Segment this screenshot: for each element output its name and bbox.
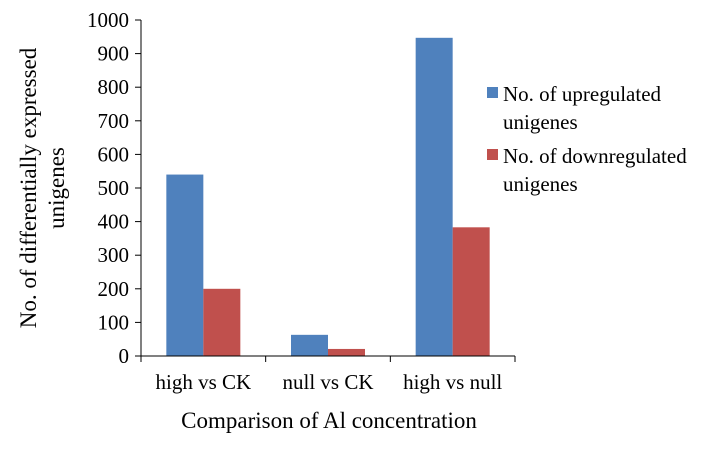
y-tick-label: 1000 <box>87 8 129 32</box>
bars <box>166 37 490 357</box>
y-tick-label: 900 <box>98 42 130 66</box>
y-tick-label: 500 <box>98 176 130 200</box>
legend-swatch-downregulated <box>487 149 498 160</box>
bar-downregulated <box>203 288 241 356</box>
legend: No. of upregulated unigenes No. of downreg… <box>487 82 687 196</box>
bar-upregulated <box>166 174 204 356</box>
legend-label: unigenes <box>503 110 578 134</box>
axes <box>140 20 516 362</box>
x-category-label: high vs CK <box>155 370 251 394</box>
bar-downregulated <box>452 227 490 356</box>
y-axis-title-line-2: unigenes <box>44 147 69 229</box>
legend-swatch-upregulated <box>487 87 498 98</box>
y-tick-label: 200 <box>98 277 130 301</box>
y-axis-title-line-1: No. of differentially expressed <box>16 47 41 328</box>
bar-upregulated <box>291 334 328 356</box>
x-category-label: high vs null <box>403 370 502 394</box>
y-tick-label: 0 <box>119 344 130 368</box>
bar-upregulated <box>415 37 453 357</box>
y-tick-label: 300 <box>98 243 130 267</box>
y-tick-label: 700 <box>98 109 130 133</box>
legend-label: No. of upregulated <box>503 82 662 106</box>
legend-label: unigenes <box>503 172 578 196</box>
x-axis-categories: high vs CK null vs CK high vs null <box>155 370 502 394</box>
y-tick-label: 100 <box>98 310 130 334</box>
bar-downregulated <box>328 348 365 356</box>
y-tick-label: 600 <box>98 142 130 166</box>
y-axis-ticks: 0 100 200 300 400 500 600 700 800 900 1000 <box>87 8 141 368</box>
x-category-label: null vs CK <box>282 370 373 394</box>
legend-label: No. of downregulated <box>503 144 687 168</box>
y-tick-label: 800 <box>98 75 130 99</box>
y-axis-title: No. of differentially expressed unigenes <box>16 47 69 328</box>
x-axis-title: Comparison of Al concentration <box>181 408 477 433</box>
y-tick-label: 400 <box>98 210 130 234</box>
